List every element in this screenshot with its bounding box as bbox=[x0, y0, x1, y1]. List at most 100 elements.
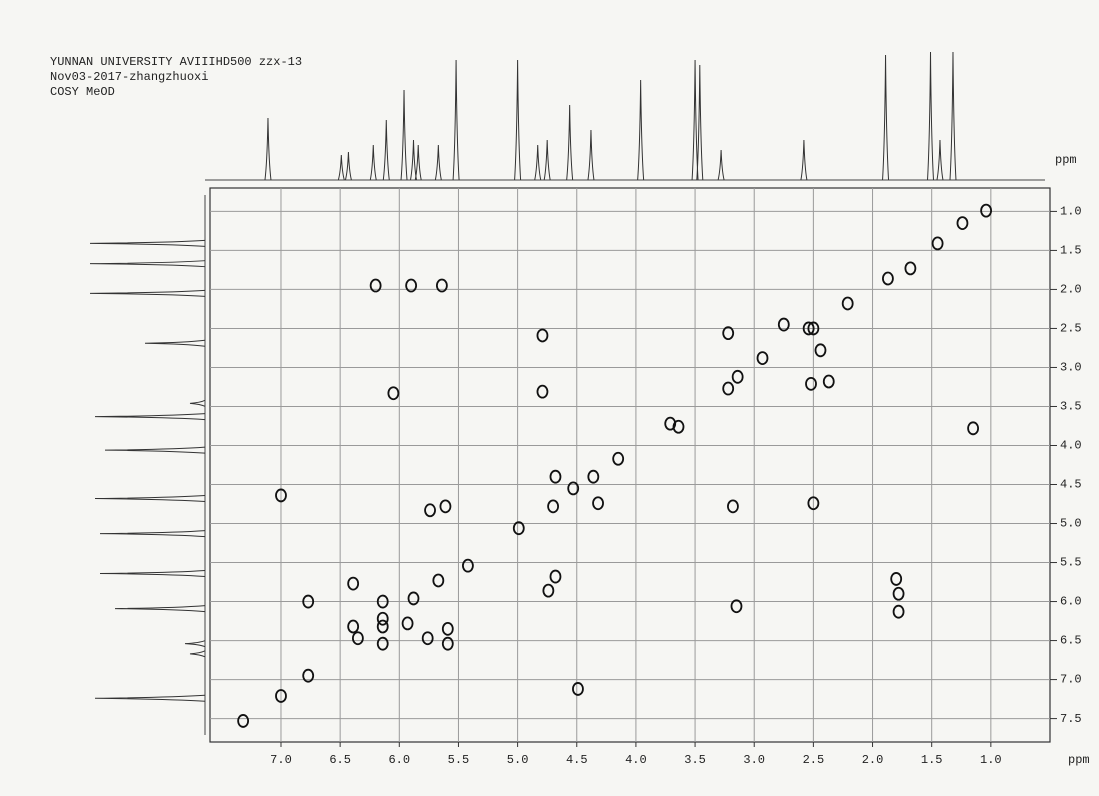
projection-peak bbox=[410, 139, 417, 181]
cross-peak bbox=[802, 321, 815, 336]
cross-peak bbox=[549, 469, 562, 484]
projection-peak bbox=[691, 59, 699, 181]
cross-peak bbox=[347, 619, 360, 634]
projection-peak bbox=[927, 51, 935, 181]
cross-peak bbox=[727, 499, 739, 514]
cross-peak bbox=[351, 631, 364, 646]
cross-peak bbox=[572, 682, 584, 696]
y-tick-label: 2.0 bbox=[1060, 283, 1082, 297]
projection-peak bbox=[114, 605, 206, 613]
cross-peak bbox=[421, 631, 434, 646]
cross-peak bbox=[435, 278, 448, 293]
cross-peak bbox=[592, 496, 604, 511]
projection-peak bbox=[99, 569, 206, 577]
projection-peak bbox=[534, 144, 542, 181]
cross-peak bbox=[967, 421, 979, 436]
projection-peak bbox=[369, 144, 377, 181]
cross-peak bbox=[347, 576, 360, 591]
top-axis-label: ppm bbox=[1055, 153, 1077, 167]
cross-peak bbox=[536, 328, 549, 343]
y-tick-label: 6.5 bbox=[1060, 634, 1082, 648]
projection-peak bbox=[99, 530, 206, 538]
projection-peak bbox=[94, 413, 206, 421]
header-line: YUNNAN UNIVERSITY AVIIIHD500 zzx-13 bbox=[50, 55, 302, 69]
projection-peak bbox=[434, 144, 442, 181]
projection-peak bbox=[637, 79, 645, 181]
cross-peak bbox=[405, 278, 418, 293]
cross-peak bbox=[376, 594, 389, 609]
x-tick-label: 6.0 bbox=[388, 753, 410, 767]
y-tick-label: 3.0 bbox=[1060, 361, 1082, 375]
projection-peak bbox=[543, 139, 551, 181]
cross-peak bbox=[441, 621, 454, 636]
cross-peak bbox=[612, 451, 625, 466]
cross-peak bbox=[814, 343, 827, 358]
x-tick-label: 2.0 bbox=[862, 753, 884, 767]
y-tick-label: 4.0 bbox=[1060, 439, 1082, 453]
cross-peak bbox=[841, 296, 854, 311]
projection-peak bbox=[936, 139, 944, 181]
y-tick-label: 2.5 bbox=[1060, 322, 1082, 336]
cross-peak bbox=[512, 521, 525, 536]
projection-peak bbox=[89, 239, 206, 247]
projection-peak bbox=[566, 104, 574, 181]
projection-peak bbox=[264, 117, 272, 181]
cross-peak bbox=[549, 569, 562, 584]
cross-peak bbox=[756, 351, 769, 366]
projection-peak bbox=[344, 151, 352, 181]
x-tick-label: 1.5 bbox=[921, 753, 943, 767]
cross-peak bbox=[376, 611, 389, 626]
projection-peak bbox=[949, 51, 957, 181]
cross-peak bbox=[822, 374, 835, 389]
projection-peak bbox=[189, 650, 206, 658]
projection-peak bbox=[94, 495, 206, 503]
projection-peak bbox=[89, 260, 206, 268]
cross-peak bbox=[882, 271, 894, 286]
cross-peak bbox=[892, 604, 905, 619]
cross-peak bbox=[401, 616, 414, 631]
cross-peak bbox=[424, 503, 436, 518]
x-tick-label: 4.5 bbox=[566, 753, 588, 767]
cross-peak bbox=[931, 236, 944, 251]
cross-peak bbox=[432, 573, 445, 588]
projection-peak bbox=[800, 139, 808, 181]
x-tick-label: 3.5 bbox=[684, 753, 706, 767]
projection-peak bbox=[184, 640, 206, 648]
y-tick-label: 7.5 bbox=[1060, 712, 1082, 726]
x-tick-label: 3.0 bbox=[743, 753, 765, 767]
cross-peak bbox=[807, 496, 820, 511]
cross-peak bbox=[542, 583, 555, 598]
cross-peak bbox=[275, 488, 287, 503]
plot-frame bbox=[209, 187, 1051, 743]
cross-peak bbox=[904, 261, 917, 276]
cross-peak bbox=[302, 594, 315, 609]
cross-peak bbox=[547, 499, 559, 514]
y-tick-label: 6.0 bbox=[1060, 595, 1082, 609]
cross-peak bbox=[237, 714, 250, 728]
y-tick-label: 5.0 bbox=[1060, 517, 1082, 531]
header-line: COSY MeOD bbox=[50, 85, 115, 99]
y-tick-label: 1.5 bbox=[1060, 244, 1082, 258]
x-tick-label: 6.5 bbox=[329, 753, 351, 767]
cross-peak bbox=[376, 619, 389, 634]
cross-peak bbox=[777, 317, 790, 332]
cross-peak bbox=[664, 416, 677, 431]
cross-peak bbox=[722, 381, 735, 396]
y-tick-label: 7.0 bbox=[1060, 673, 1082, 687]
cross-peak bbox=[407, 591, 420, 606]
x-tick-label: 5.5 bbox=[448, 753, 470, 767]
cross-peak bbox=[980, 203, 993, 218]
cross-peak bbox=[567, 481, 580, 496]
cross-peak bbox=[462, 558, 474, 573]
projection-peak bbox=[696, 64, 704, 181]
y-tick-label: 4.5 bbox=[1060, 478, 1082, 492]
cross-peak bbox=[890, 572, 903, 586]
header-line: Nov03-2017-zhangzhuoxi bbox=[50, 70, 208, 84]
x-tick-label: 7.0 bbox=[270, 753, 292, 767]
cross-peak bbox=[275, 689, 287, 703]
cross-peak bbox=[441, 636, 454, 651]
projection-peak bbox=[717, 149, 725, 181]
cross-peak bbox=[892, 586, 905, 601]
